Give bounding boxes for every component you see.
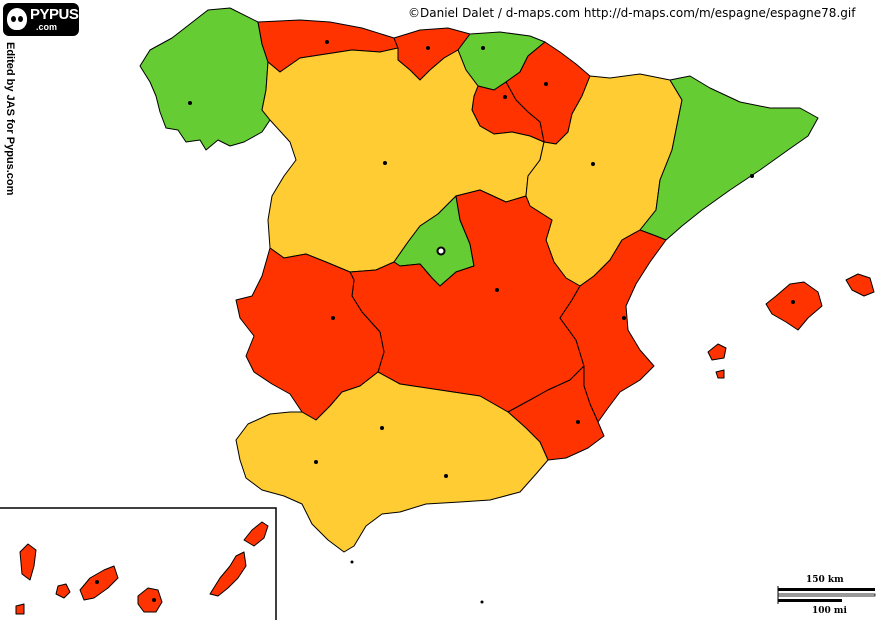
region-comunidad-valenciana[interactable] [559,229,667,423]
capital-dot [591,162,595,166]
capital-dot [314,460,318,464]
region-islas-baleares[interactable] [707,273,875,379]
capital-dot [791,300,795,304]
capital-dot [503,95,507,99]
logo-face-icon [7,8,27,30]
capital-dot [481,46,485,50]
capital-dot [576,420,580,424]
capital-dot [444,474,448,478]
capital-dot [331,316,335,320]
canarias-inset-frame [0,507,277,620]
capital-dot [383,161,387,165]
capital-dots [95,40,795,604]
capital-dot [95,580,99,584]
capital-dot [152,598,156,602]
scale-bar [777,586,876,604]
capital-dot [750,174,754,178]
capital-dot [325,40,329,44]
capital-dot [426,46,430,50]
region-murcia[interactable] [507,365,605,461]
region-galicia[interactable] [139,7,271,151]
edited-by-label-wrapper: Edited by JAS for Pypus.com [4,42,18,212]
logo-sub: .com [36,22,58,32]
capital-dot [188,101,192,105]
capital-dot [380,426,384,430]
islet-dot [350,560,354,564]
madrid-capital-marker [436,246,446,256]
islet-dot [480,600,484,604]
region-andalucia[interactable] [235,371,549,553]
region-islas-canarias[interactable] [15,521,269,615]
capital-dot [544,82,548,86]
scale-km-label: 150 km [806,575,844,585]
region-cataluna[interactable] [639,75,819,241]
capital-dot [495,288,499,292]
capital-dot [622,316,626,320]
pypus-logo: PYPUS .com [3,3,79,36]
logo-name: PYPUS [30,6,79,23]
map-credit: ©Daniel Dalet / d-maps.com http://d-maps… [408,6,856,20]
scale-mi-label: 100 mi [812,606,847,616]
edited-by-label: Edited by JAS for Pypus.com [4,42,16,196]
